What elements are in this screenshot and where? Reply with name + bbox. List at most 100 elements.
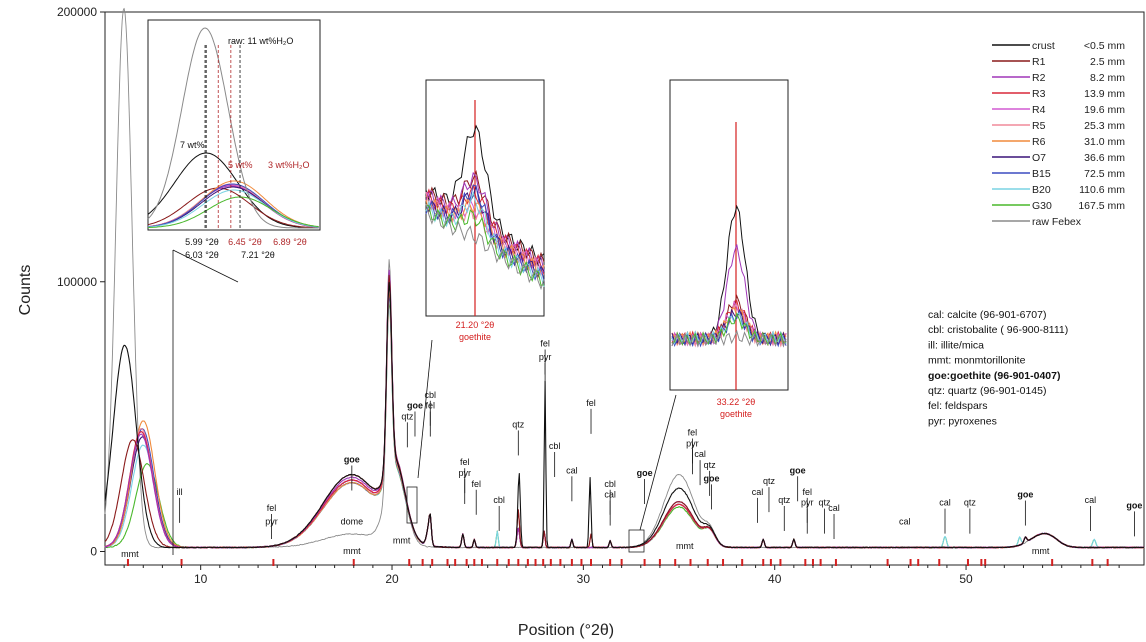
legend-name: G30 xyxy=(1032,200,1052,212)
axes: Position (°2θ) Counts 10 20 30 40 50 0 100000 2… xyxy=(17,5,1120,639)
inset-mmt-series xyxy=(147,196,319,229)
phase-label: mmt xyxy=(121,549,139,559)
legend-name: B15 xyxy=(1032,168,1051,180)
phase-label: mmt xyxy=(1032,546,1050,556)
legend-depth: 167.5 mm xyxy=(1078,200,1125,212)
legend-depth: 19.6 mm xyxy=(1084,104,1125,116)
inset-goe21-position: 21.20 °2θ xyxy=(456,320,495,330)
inset-mmt-zoom: raw: 11 wt%H₂O 7 wt% 5 wt% 3 wt%H₂O 5.99 °2θ… xyxy=(147,19,321,555)
inset-mmt-label: 5.99 °2θ xyxy=(185,237,219,247)
phase-reference-list: cal: calcite (96-901-6707) cbl: cristobal… xyxy=(928,309,1068,427)
inset-mmt-pointer xyxy=(172,249,239,283)
legend-name: R5 xyxy=(1032,120,1046,132)
phase-label: fel xyxy=(471,479,481,489)
legend-depth: 2.5 mm xyxy=(1090,56,1125,68)
inset-goe33-series xyxy=(671,329,787,348)
x-tick-label: 50 xyxy=(959,572,973,586)
inset-goe33-position: 33.22 °2θ xyxy=(717,397,756,407)
inset-mmt-label: 7.21 °2θ xyxy=(241,250,275,260)
phase-label: ill xyxy=(177,487,183,497)
plot-frame xyxy=(104,11,1145,566)
inset-goethite-33: 33.22 °2θ goethite xyxy=(406,79,789,553)
phase-label: cbl xyxy=(549,441,561,451)
legend-depth: 72.5 mm xyxy=(1084,168,1125,180)
inset-mmt-series xyxy=(147,187,319,229)
inset-mmt-series xyxy=(147,189,319,228)
phase-label: mmt xyxy=(343,546,361,556)
phase-label: goe xyxy=(790,465,806,475)
inset-mmt-series xyxy=(147,152,319,229)
legend-name: R3 xyxy=(1032,88,1046,100)
reference-entry: pyr: pyroxenes xyxy=(928,415,997,427)
phase-label: cal xyxy=(566,465,578,475)
inset-goethite-21: 21.20 °2θ goethite xyxy=(417,79,545,479)
inset-mmt-label: 7 wt% xyxy=(180,140,205,150)
phase-label: qtz xyxy=(512,419,525,429)
phase-label: fel xyxy=(460,457,470,467)
phase-label: cal xyxy=(694,449,706,459)
legend-name: R1 xyxy=(1032,56,1046,68)
x-tick-label: 20 xyxy=(385,572,399,586)
inset-goe21-series xyxy=(425,197,545,279)
inset-mmt-series xyxy=(147,27,319,229)
inset-mmt-label: 6.89 °2θ xyxy=(273,237,307,247)
phase-label: cal xyxy=(939,498,951,508)
y-tick-label: 0 xyxy=(90,545,97,559)
phase-label: qtz xyxy=(763,476,776,486)
phase-label: pyr xyxy=(801,498,814,508)
inset-mmt-label: 6.03 °2θ xyxy=(185,250,219,260)
inset-goe21-series xyxy=(425,184,545,277)
legend-name: R6 xyxy=(1032,136,1046,148)
phase-label: goe xyxy=(704,473,720,483)
phase-label: qtz xyxy=(704,460,717,470)
phase-label: qtz xyxy=(778,495,791,505)
phase-label: cal xyxy=(828,503,840,513)
legend-name: raw Febex xyxy=(1032,216,1082,228)
inset-mmt-label: 6.45 °2θ xyxy=(228,237,262,247)
phase-label: fel xyxy=(802,487,812,497)
phase-label: goe xyxy=(1017,490,1033,500)
legend-depth: 36.6 mm xyxy=(1084,152,1125,164)
phase-label: goe xyxy=(637,468,653,478)
legend-depth: 13.9 mm xyxy=(1084,88,1125,100)
inset-goe33-pointer xyxy=(639,394,677,531)
inset-goe21-series xyxy=(425,124,545,267)
x-tick-label: 10 xyxy=(194,572,208,586)
phase-label: fel xyxy=(540,338,550,348)
inset-goe21-series xyxy=(425,203,545,291)
inset-goe33-mineral: goethite xyxy=(720,409,752,419)
legend-depth: <0.5 mm xyxy=(1084,40,1125,52)
phase-label: cal xyxy=(899,517,911,527)
phase-label: fel xyxy=(688,428,698,438)
legend: crust <0.5 mm R1 2.5 mm R2 8.2 mm R3 13.9 mm R4 1… xyxy=(992,40,1125,228)
y-tick-label: 100000 xyxy=(57,275,97,289)
inset-goe21-source-box xyxy=(406,486,418,524)
inset-mmt-frame xyxy=(147,19,321,231)
reference-entry: cbl: cristobalite ( 96-900-8111) xyxy=(928,324,1068,336)
phase-label: dome xyxy=(341,517,364,527)
phase-label: qtz xyxy=(818,498,831,508)
inset-goe21-mineral: goethite xyxy=(459,332,491,342)
phase-label: pyr xyxy=(539,352,552,362)
legend-depth: 110.6 mm xyxy=(1079,184,1125,196)
reference-entry: ill: illite/mica xyxy=(928,339,984,351)
series-layer xyxy=(104,7,1145,549)
legend-depth: 31.0 mm xyxy=(1084,136,1125,148)
x-axis-title: Position (°2θ) xyxy=(518,622,614,639)
phase-label: pyr xyxy=(686,438,699,448)
phase-label: qtz xyxy=(401,411,414,421)
phase-annotations: mmtillfelpyrgoedomemmtmmtqtzgoecblfelfel… xyxy=(121,338,1142,558)
reference-entry: goe:goethite (96-901-0407) xyxy=(928,370,1060,382)
legend-name: R2 xyxy=(1032,72,1046,84)
phase-label: fel xyxy=(267,503,277,513)
phase-label: goe xyxy=(344,454,360,464)
legend-name: O7 xyxy=(1032,152,1046,164)
legend-name: R4 xyxy=(1032,104,1046,116)
phase-label: mmt xyxy=(676,541,694,551)
legend-depth: 25.3 mm xyxy=(1084,120,1125,132)
phase-label: cal xyxy=(752,487,764,497)
phase-label: cal xyxy=(1085,495,1097,505)
plot-border xyxy=(104,11,1145,566)
phase-label: mmt xyxy=(393,535,411,545)
